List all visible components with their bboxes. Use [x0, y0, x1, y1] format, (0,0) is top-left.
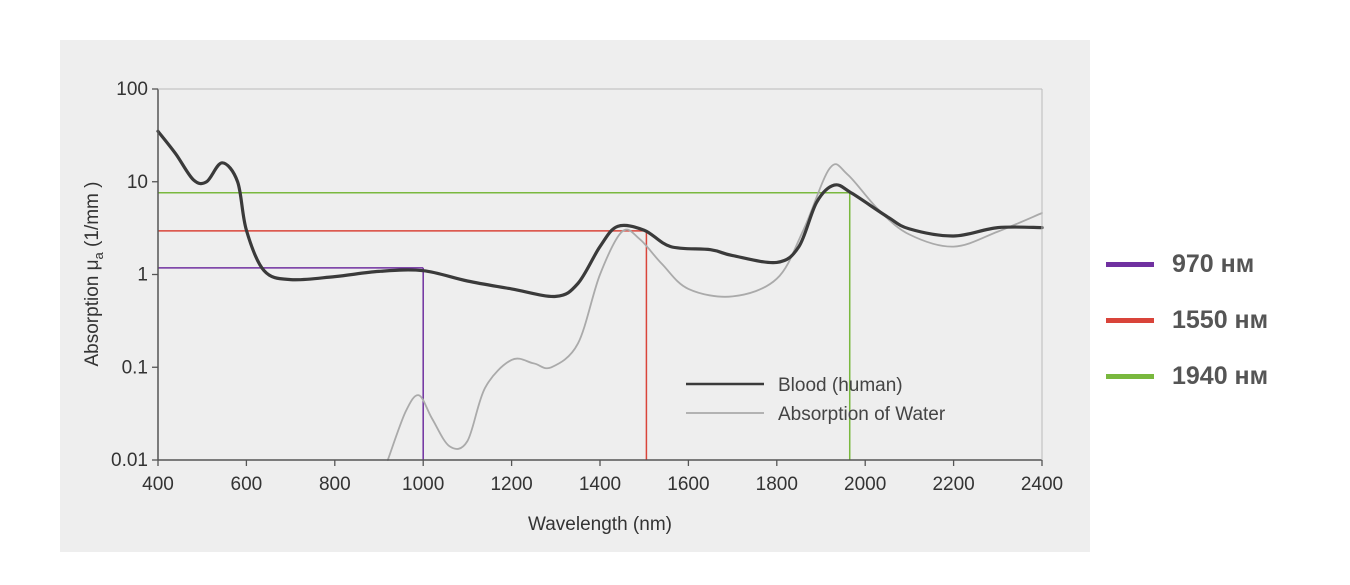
swatch-970	[1106, 261, 1154, 267]
y-tick-label: 0.1	[122, 357, 148, 378]
marker-guide-lines	[158, 192, 851, 460]
y-ticks: 0.01 0.1 1 10 100	[111, 79, 158, 471]
y-axis-title: Absorption μa (1/mm )	[82, 181, 106, 366]
x-tick-label: 2000	[844, 474, 886, 495]
legend-item-1550: 1550 нм	[1106, 292, 1268, 348]
label-1550: 1550 нм	[1172, 305, 1269, 334]
x-tick-label: 1200	[490, 474, 532, 495]
y-tick-label: 10	[127, 172, 148, 193]
legend-item-970: 970 нм	[1106, 236, 1268, 292]
series-layer	[156, 129, 1044, 461]
x-tick-label: 1600	[667, 474, 709, 495]
x-tick-label: 1800	[756, 474, 798, 495]
legend-label-blood: Blood (human)	[778, 375, 903, 396]
swatch-1940	[1106, 373, 1154, 379]
x-ticks: 400 600 800 1000 1200 1400 1600 1800 2000 2200 240…	[142, 460, 1063, 495]
x-tick-label: 800	[319, 474, 351, 495]
legend-item-1940: 1940 нм	[1106, 348, 1268, 404]
x-tick-label: 2400	[1021, 474, 1063, 495]
series-line-water	[386, 163, 1043, 461]
x-tick-label: 400	[142, 474, 174, 495]
label-970: 970 нм	[1172, 249, 1255, 278]
figure-panel: 400 600 800 1000 1200 1400 1600 1800 2000 2200 240…	[60, 40, 1090, 552]
y-tick-label: 1	[137, 265, 148, 286]
x-axis-title: Wavelength (nm)	[528, 514, 672, 535]
x-tick-label: 2200	[932, 474, 974, 495]
x-tick-label: 1400	[579, 474, 621, 495]
y-tick-label: 0.01	[111, 450, 148, 471]
label-1940: 1940 нм	[1172, 361, 1269, 390]
swatch-1550	[1106, 317, 1154, 323]
chart-legend: Blood (human) Absorption of Water	[686, 375, 946, 425]
legend-label-water: Absorption of Water	[778, 404, 946, 425]
absorption-chart: 400 600 800 1000 1200 1400 1600 1800 2000 2200 240…	[82, 79, 1063, 535]
x-tick-label: 600	[231, 474, 263, 495]
wavelength-legend: 970 нм 1550 нм 1940 нм	[1106, 236, 1268, 404]
series-line-blood	[156, 129, 1044, 299]
x-tick-label: 1000	[402, 474, 444, 495]
y-tick-label: 100	[116, 79, 148, 100]
